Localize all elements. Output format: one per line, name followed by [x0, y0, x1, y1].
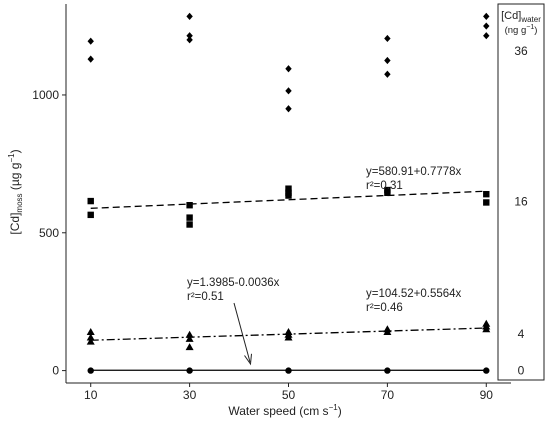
- legend-label-4: 4: [518, 327, 525, 341]
- x-tick-label: 90: [480, 388, 494, 402]
- data-point-triangle: [284, 333, 293, 341]
- x-tick-label: 70: [381, 388, 395, 402]
- data-point-layer: [86, 12, 491, 374]
- data-point-triangle: [185, 330, 194, 338]
- legend-label-16: 16: [514, 195, 528, 209]
- data-point-square: [285, 185, 292, 192]
- r2-4-label: r²=0.46: [366, 302, 403, 314]
- data-point-diamond: [186, 32, 193, 40]
- data-point-triangle: [86, 333, 95, 341]
- data-point-circle: [87, 367, 94, 374]
- data-point-triangle: [482, 325, 491, 333]
- equation-16-label: y=580.91+0.7778x: [366, 166, 462, 178]
- y-tick-label: 1000: [32, 88, 59, 102]
- data-point-diamond: [87, 37, 94, 45]
- data-point-triangle: [185, 334, 194, 342]
- equation-4-label: y=104.52+0.5564x: [366, 288, 462, 300]
- data-point-square: [186, 221, 193, 228]
- data-point-diamond: [87, 55, 94, 63]
- data-point-diamond: [285, 65, 292, 73]
- annotation-arrowhead: [244, 353, 252, 366]
- annotation-arrow: [233, 302, 251, 363]
- data-point-diamond: [384, 56, 391, 65]
- y-axis-title: [Cd]moss (µg g−1): [7, 149, 24, 234]
- data-point-diamond: [186, 36, 193, 44]
- x-tick-label: 10: [84, 388, 98, 402]
- data-point-triangle: [185, 343, 194, 351]
- data-point-diamond: [483, 22, 490, 30]
- data-point-diamond: [384, 34, 391, 43]
- r2-16-label: r²=0.31: [366, 180, 403, 192]
- data-point-square: [285, 192, 292, 199]
- x-tick-label: 50: [282, 388, 296, 402]
- data-point-diamond: [285, 105, 292, 113]
- fit-line-layer: [90, 190, 487, 371]
- data-point-diamond: [285, 87, 292, 95]
- legend-label-36: 36: [514, 44, 528, 58]
- tick-layer: 10 30 50 70 90 0 500 1000: [32, 88, 493, 402]
- data-point-circle: [384, 367, 391, 374]
- data-point-triangle: [383, 328, 392, 336]
- data-point-triangle: [86, 328, 95, 336]
- r2-0-label: r²=0.51: [187, 291, 224, 303]
- data-point-diamond: [483, 32, 490, 40]
- legend-label-layer: 36 16 4 0: [514, 44, 528, 378]
- data-point-square: [87, 197, 94, 205]
- data-point-square: [483, 199, 490, 206]
- y-tick-label: 500: [39, 226, 59, 240]
- data-point-square: [186, 214, 193, 221]
- data-point-diamond: [186, 12, 193, 21]
- data-point-triangle: [86, 337, 95, 345]
- x-axis-title: Water speed (cm s−1): [228, 403, 341, 418]
- data-point-circle: [186, 367, 193, 374]
- legend-label-0: 0: [518, 364, 525, 378]
- legend-title: [Cd]water: [501, 10, 541, 24]
- data-point-square: [384, 189, 391, 197]
- data-point-circle: [285, 367, 292, 374]
- data-point-square: [483, 190, 490, 198]
- data-point-diamond: [483, 12, 490, 21]
- data-point-square: [186, 202, 193, 209]
- legend-unit: (ng g−1): [505, 24, 538, 36]
- data-point-square: [87, 211, 94, 219]
- data-point-circle: [483, 367, 490, 374]
- x-tick-label: 30: [183, 388, 197, 402]
- legend-box: [497, 3, 545, 381]
- data-point-diamond: [384, 70, 391, 78]
- y-tick-label: 0: [52, 364, 59, 378]
- equation-0-label: y=1.3985-0.0036x: [187, 277, 280, 289]
